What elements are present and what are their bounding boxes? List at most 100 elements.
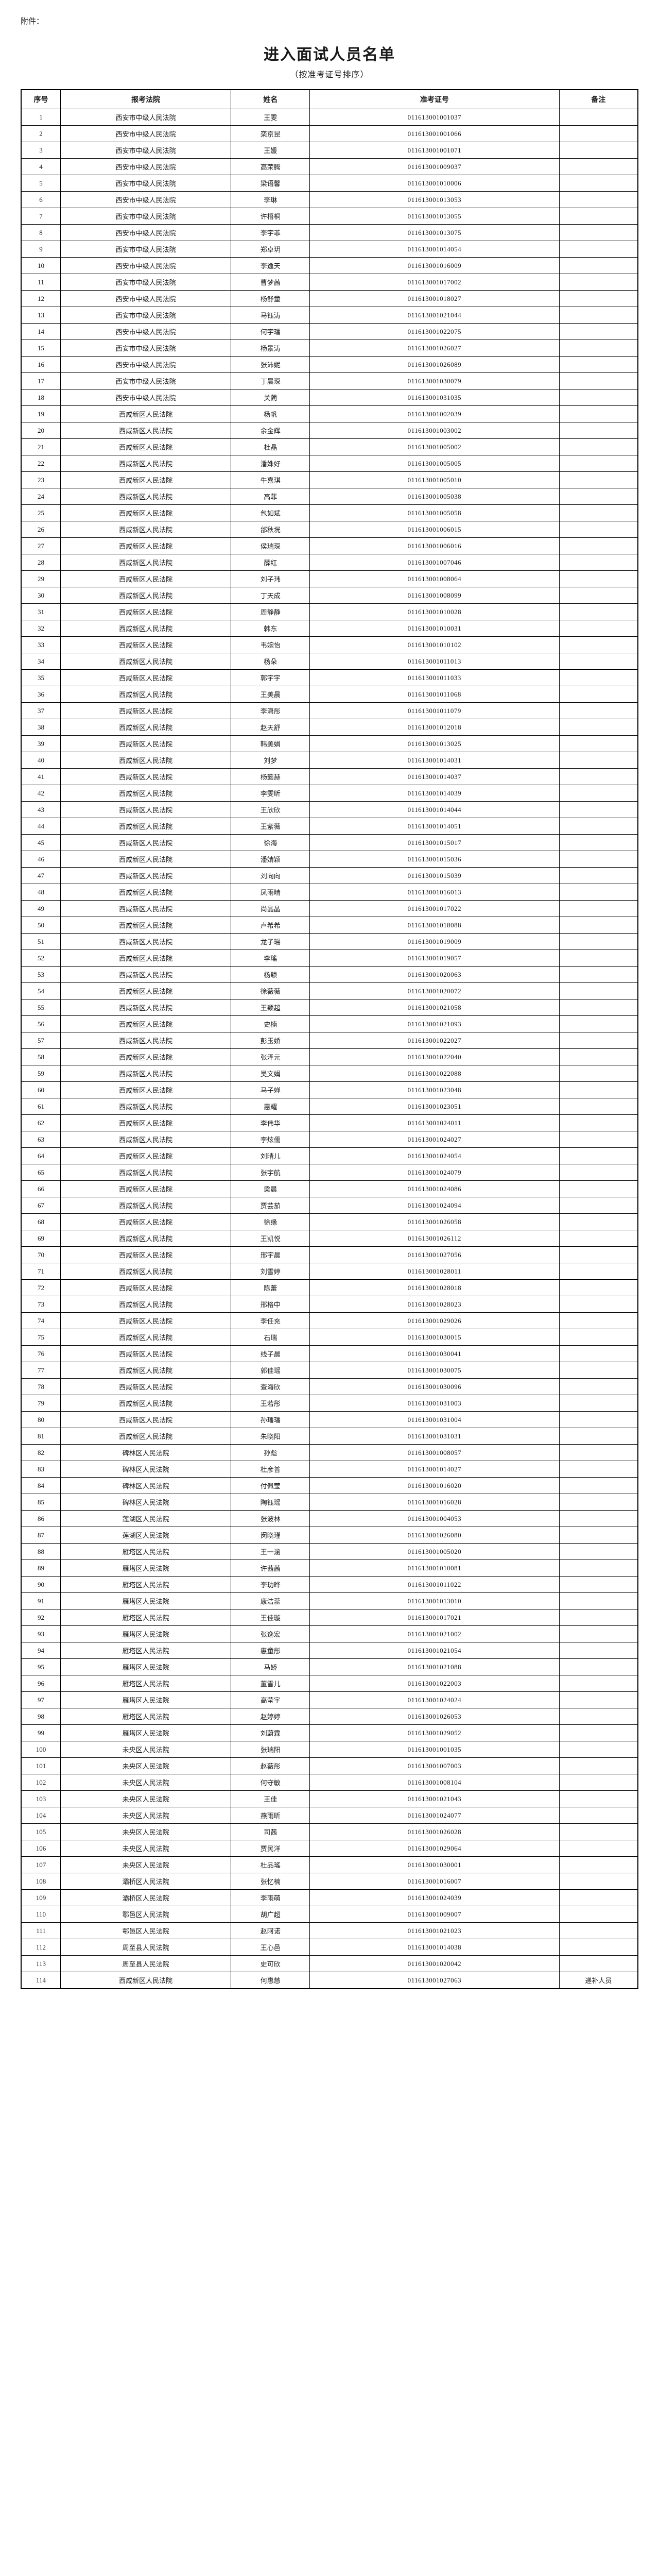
cell-court: 西咸新区人民法院: [60, 868, 231, 884]
table-row: 104 未央区人民法院 燕雨昕 011613001024077: [21, 1807, 638, 1824]
table-row: 55 西咸新区人民法院 王颖超 011613001021058: [21, 999, 638, 1016]
cell-court: 西咸新区人民法院: [60, 1082, 231, 1098]
cell-name: 李玏晔: [231, 1577, 310, 1593]
cell-exam-id: 011613001019009: [310, 934, 559, 950]
table-row: 14 西安市中级人民法院 何宇璠 011613001022075: [21, 324, 638, 340]
cell-name: 李伟华: [231, 1115, 310, 1131]
cell-name: 张泽元: [231, 1049, 310, 1065]
cell-exam-id: 011613001021088: [310, 1659, 559, 1675]
cell-court: 西咸新区人民法院: [60, 1428, 231, 1445]
cell-court: 西咸新区人民法院: [60, 719, 231, 736]
cell-note: [559, 1032, 638, 1049]
cell-note: [559, 620, 638, 637]
cell-note: [559, 835, 638, 851]
cell-court: 未央区人民法院: [60, 1807, 231, 1824]
cell-note: [559, 1560, 638, 1577]
cell-court: 西咸新区人民法院: [60, 620, 231, 637]
cell-note: [559, 538, 638, 554]
cell-court: 西咸新区人民法院: [60, 1197, 231, 1214]
cell-court: 西咸新区人民法院: [60, 406, 231, 422]
cell-seq: 88: [21, 1544, 60, 1560]
cell-seq: 79: [21, 1395, 60, 1412]
cell-court: 雁塔区人民法院: [60, 1626, 231, 1642]
cell-court: 未央区人民法院: [60, 1774, 231, 1791]
cell-exam-id: 011613001026027: [310, 340, 559, 357]
cell-exam-id: 011613001026058: [310, 1214, 559, 1230]
cell-seq: 12: [21, 291, 60, 307]
cell-exam-id: 011613001026028: [310, 1824, 559, 1840]
cell-seq: 100: [21, 1741, 60, 1758]
cell-note: [559, 1890, 638, 1906]
table-row: 68 西咸新区人民法院 徐缘 011613001026058: [21, 1214, 638, 1230]
cell-exam-id: 011613001005010: [310, 472, 559, 488]
cell-court: 西咸新区人民法院: [60, 455, 231, 472]
table-row: 109 灞桥区人民法院 李雨萌 011613001024039: [21, 1890, 638, 1906]
cell-seq: 60: [21, 1082, 60, 1098]
cell-exam-id: 011613001031035: [310, 389, 559, 406]
cell-note: [559, 472, 638, 488]
cell-court: 西安市中级人民法院: [60, 357, 231, 373]
cell-court: 周至县人民法院: [60, 1939, 231, 1956]
table-row: 65 西咸新区人民法院 张宇航 011613001024079: [21, 1164, 638, 1181]
cell-name: 李任充: [231, 1313, 310, 1329]
cell-name: 李瑤: [231, 950, 310, 967]
cell-exam-id: 011613001014044: [310, 802, 559, 818]
cell-name: 陈蕾: [231, 1280, 310, 1296]
cell-seq: 22: [21, 455, 60, 472]
cell-exam-id: 011613001018027: [310, 291, 559, 307]
cell-note: [559, 208, 638, 225]
cell-court: 西咸新区人民法院: [60, 670, 231, 686]
table-row: 26 西咸新区人民法院 邰秋垙 011613001006015: [21, 521, 638, 538]
table-row: 58 西咸新区人民法院 张泽元 011613001022040: [21, 1049, 638, 1065]
cell-exam-id: 011613001006016: [310, 538, 559, 554]
table-row: 48 西咸新区人民法院 凤雨晴 011613001016013: [21, 884, 638, 901]
table-row: 21 西咸新区人民法院 杜晶 011613001005002: [21, 439, 638, 455]
cell-exam-id: 011613001022075: [310, 324, 559, 340]
cell-seq: 49: [21, 901, 60, 917]
cell-note: [559, 967, 638, 983]
cell-name: 张波林: [231, 1511, 310, 1527]
cell-name: 吴文娟: [231, 1065, 310, 1082]
table-row: 84 碑林区人民法院 付佩莹 011613001016020: [21, 1478, 638, 1494]
cell-seq: 16: [21, 357, 60, 373]
cell-seq: 23: [21, 472, 60, 488]
cell-name: 刘晴儿: [231, 1148, 310, 1164]
cell-name: 韩美娟: [231, 736, 310, 752]
cell-seq: 90: [21, 1577, 60, 1593]
table-row: 93 雁塔区人民法院 张逸宏 011613001021002: [21, 1626, 638, 1642]
cell-exam-id: 011613001010102: [310, 637, 559, 653]
cell-court: 西咸新区人民法院: [60, 554, 231, 571]
cell-note: [559, 1181, 638, 1197]
cell-name: 尚晶晶: [231, 901, 310, 917]
table-row: 110 鄠邑区人民法院 胡广超 011613001009007: [21, 1906, 638, 1923]
cell-seq: 29: [21, 571, 60, 587]
cell-note: [559, 1577, 638, 1593]
cell-name: 王欣欣: [231, 802, 310, 818]
table-body: 1 西安市中级人民法院 王雯 011613001001037 2 西安市中级人民法院 栾京昆…: [21, 109, 638, 1989]
cell-note: [559, 1065, 638, 1082]
cell-exam-id: 011613001021093: [310, 1016, 559, 1032]
cell-seq: 83: [21, 1461, 60, 1478]
table-row: 90 雁塔区人民法院 李玏晔 011613001011022: [21, 1577, 638, 1593]
cell-seq: 25: [21, 505, 60, 521]
cell-name: 孙彪: [231, 1445, 310, 1461]
cell-seq: 97: [21, 1692, 60, 1708]
cell-exam-id: 011613001030015: [310, 1329, 559, 1346]
cell-seq: 99: [21, 1725, 60, 1741]
cell-exam-id: 011613001017021: [310, 1609, 559, 1626]
table-row: 29 西咸新区人民法院 刘子玮 011613001008064: [21, 571, 638, 587]
cell-note: [559, 1214, 638, 1230]
cell-seq: 91: [21, 1593, 60, 1609]
cell-exam-id: 011613001015017: [310, 835, 559, 851]
table-row: 2 西安市中级人民法院 栾京昆 011613001001066: [21, 126, 638, 142]
table-row: 56 西咸新区人民法院 史楠 011613001021093: [21, 1016, 638, 1032]
cell-exam-id: 011613001013025: [310, 736, 559, 752]
cell-seq: 80: [21, 1412, 60, 1428]
cell-name: 王一涵: [231, 1544, 310, 1560]
cell-note: [559, 1313, 638, 1329]
cell-exam-id: 011613001001066: [310, 126, 559, 142]
cell-name: 潘婧颖: [231, 851, 310, 868]
cell-note: [559, 1544, 638, 1560]
cell-court: 西咸新区人民法院: [60, 521, 231, 538]
cell-exam-id: 011613001030001: [310, 1857, 559, 1873]
